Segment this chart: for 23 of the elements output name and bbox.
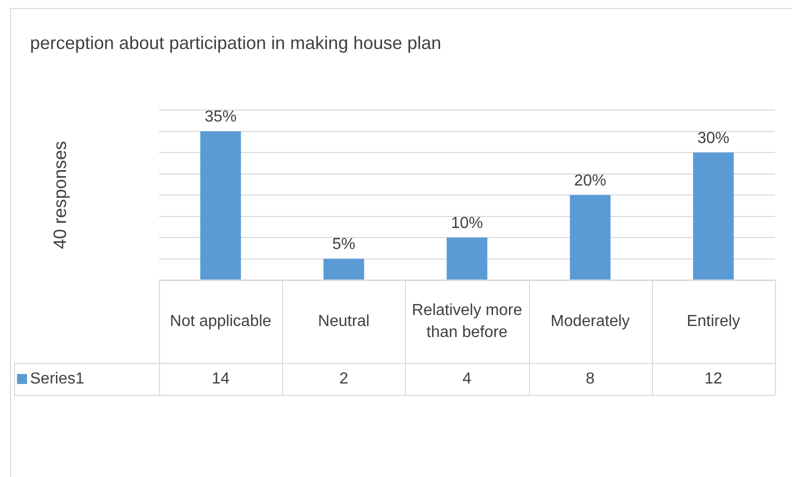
data-label: 8 [586,370,595,388]
data-label: 12 [704,370,722,388]
x-tick-label: Not applicable [170,312,272,330]
annotation: 20% [574,172,606,190]
bar [693,152,734,280]
data-label: 2 [339,370,348,388]
bar [570,195,611,280]
chart-title: perception about participation in making house plan [30,32,442,53]
annotation: 10% [450,214,484,232]
bar [446,238,488,280]
x-tick-label: Entirely [686,312,740,330]
annotation: 35% [204,108,237,126]
x-tick-label: Relatively more than before [412,302,522,341]
bar [323,258,364,280]
legend-label: Series1 [30,370,84,388]
x-tick-label: Neutral [318,312,370,330]
data-label: 4 [462,370,472,388]
data-label: 14 [212,370,230,388]
x-tick-label: Moderately [550,312,630,330]
annotation: 30% [697,130,730,147]
y-axis-title: 40 responses [50,140,70,250]
annotation: 5% [332,236,356,254]
bar [200,131,241,280]
